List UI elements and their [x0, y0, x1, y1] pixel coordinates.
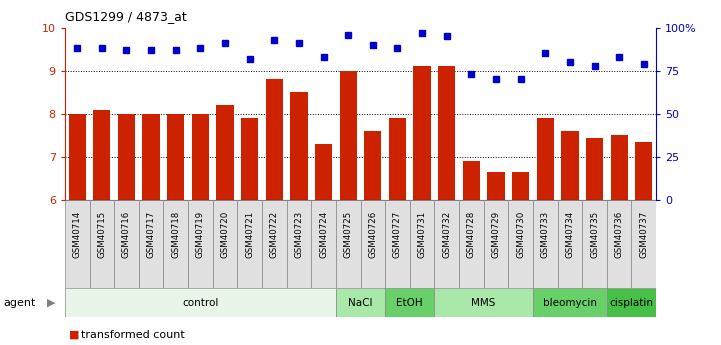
Bar: [118, 114, 135, 200]
Bar: [611, 136, 628, 200]
Bar: [167, 114, 185, 200]
Text: cisplatin: cisplatin: [609, 298, 653, 308]
Bar: [632, 200, 656, 288]
Bar: [463, 161, 480, 200]
Bar: [237, 200, 262, 288]
Bar: [508, 200, 533, 288]
Text: MMS: MMS: [472, 298, 496, 308]
Text: GDS1299 / 4873_at: GDS1299 / 4873_at: [65, 10, 187, 23]
Text: control: control: [182, 298, 218, 308]
Text: GSM40728: GSM40728: [467, 211, 476, 258]
Text: GSM40714: GSM40714: [73, 211, 81, 258]
Text: GSM40736: GSM40736: [615, 211, 624, 258]
Bar: [188, 200, 213, 288]
Bar: [65, 288, 336, 317]
Bar: [487, 172, 505, 200]
Bar: [89, 200, 114, 288]
Text: GSM40727: GSM40727: [393, 211, 402, 258]
Text: GSM40729: GSM40729: [492, 211, 500, 258]
Text: GSM40721: GSM40721: [245, 211, 254, 258]
Text: GSM40718: GSM40718: [172, 211, 180, 258]
Text: bleomycin: bleomycin: [543, 298, 597, 308]
Text: GSM40725: GSM40725: [344, 211, 353, 258]
Bar: [385, 288, 434, 317]
Bar: [216, 105, 234, 200]
Bar: [336, 288, 385, 317]
Text: NaCl: NaCl: [348, 298, 373, 308]
Bar: [607, 200, 632, 288]
Text: GSM40726: GSM40726: [368, 211, 377, 258]
Bar: [512, 172, 529, 200]
Bar: [291, 92, 308, 200]
Bar: [286, 200, 311, 288]
Bar: [635, 142, 653, 200]
Text: GSM40722: GSM40722: [270, 211, 279, 258]
Text: transformed count: transformed count: [81, 330, 185, 339]
Text: GSM40730: GSM40730: [516, 211, 525, 258]
Bar: [340, 71, 357, 200]
Bar: [557, 200, 583, 288]
Text: GSM40723: GSM40723: [294, 211, 304, 258]
Bar: [459, 200, 484, 288]
Bar: [410, 200, 434, 288]
Bar: [413, 66, 430, 200]
Bar: [315, 144, 332, 200]
Text: GSM40720: GSM40720: [221, 211, 229, 258]
Text: EtOH: EtOH: [397, 298, 423, 308]
Bar: [583, 200, 607, 288]
Bar: [389, 118, 406, 200]
Text: GSM40734: GSM40734: [565, 211, 575, 258]
Bar: [533, 288, 607, 317]
Text: GSM40717: GSM40717: [146, 211, 156, 258]
Bar: [434, 200, 459, 288]
Text: agent: agent: [4, 298, 36, 308]
Text: GSM40732: GSM40732: [442, 211, 451, 258]
Bar: [138, 200, 164, 288]
Bar: [311, 200, 336, 288]
Bar: [484, 200, 508, 288]
Text: GSM40715: GSM40715: [97, 211, 106, 258]
Bar: [536, 118, 554, 200]
Bar: [586, 138, 603, 200]
Text: GSM40735: GSM40735: [590, 211, 599, 258]
Bar: [336, 200, 360, 288]
Bar: [241, 118, 258, 200]
Bar: [360, 200, 385, 288]
Text: GSM40733: GSM40733: [541, 211, 549, 258]
Bar: [607, 288, 656, 317]
Bar: [364, 131, 381, 200]
Text: GSM40724: GSM40724: [319, 211, 328, 258]
Bar: [434, 288, 533, 317]
Bar: [114, 200, 138, 288]
Bar: [561, 131, 578, 200]
Bar: [385, 200, 410, 288]
Bar: [68, 114, 86, 200]
Bar: [262, 200, 286, 288]
Bar: [93, 110, 110, 200]
Text: GSM40716: GSM40716: [122, 211, 131, 258]
Text: ■: ■: [68, 330, 79, 339]
Bar: [438, 66, 456, 200]
Bar: [143, 114, 160, 200]
Text: GSM40731: GSM40731: [417, 211, 427, 258]
Text: GSM40719: GSM40719: [196, 211, 205, 258]
Bar: [192, 114, 209, 200]
Bar: [265, 79, 283, 200]
Bar: [533, 200, 557, 288]
Text: GSM40737: GSM40737: [640, 211, 648, 258]
Text: ▶: ▶: [47, 298, 56, 308]
Bar: [213, 200, 237, 288]
Bar: [164, 200, 188, 288]
Bar: [65, 200, 89, 288]
